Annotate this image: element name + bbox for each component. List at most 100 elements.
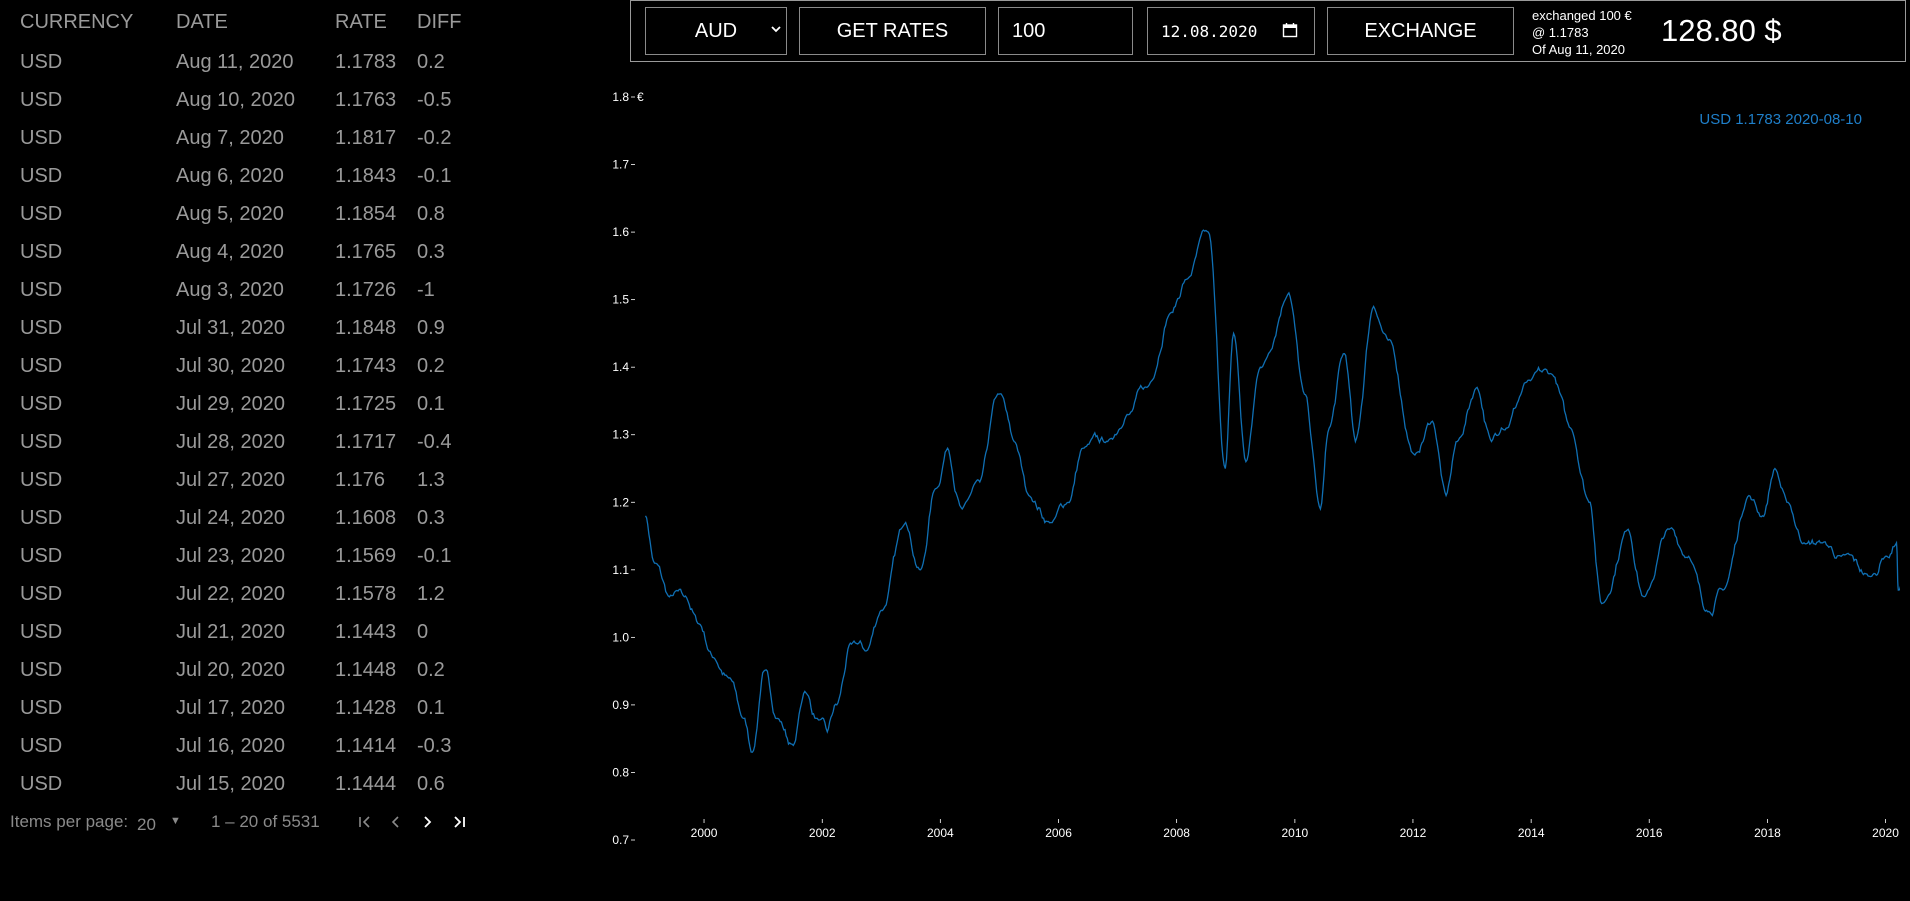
date-input-value: 12.08.2020 bbox=[1161, 21, 1258, 41]
cell-date: Aug 4, 2020 bbox=[176, 240, 284, 263]
cell-diff: 0.2 bbox=[417, 658, 445, 681]
cell-currency: USD bbox=[20, 658, 63, 681]
table-row[interactable]: USD Jul 28, 2020 1.1717 -0.4 bbox=[0, 423, 537, 461]
cell-date: Jul 21, 2020 bbox=[176, 620, 285, 643]
header-date[interactable]: DATE bbox=[176, 10, 228, 33]
cell-currency: USD bbox=[20, 88, 63, 111]
summary-line-amount: exchanged 100 € bbox=[1532, 8, 1632, 23]
header-rate[interactable]: RATE bbox=[335, 10, 387, 33]
series-line-usd bbox=[644, 229, 1900, 753]
cell-diff: 0.8 bbox=[417, 202, 445, 225]
x-tick-label: 2006 bbox=[1045, 826, 1072, 840]
y-tick-label: 0.9 bbox=[612, 698, 629, 712]
y-tick-label: 1.7 bbox=[612, 158, 629, 172]
cell-currency: USD bbox=[20, 468, 63, 491]
cell-currency: USD bbox=[20, 51, 63, 73]
first-page-button[interactable] bbox=[353, 810, 377, 834]
table-row[interactable]: USD Jul 29, 2020 1.1725 0.1 bbox=[0, 385, 537, 423]
x-tick-label: 2012 bbox=[1400, 826, 1427, 840]
table-row[interactable]: USD Aug 10, 2020 1.1763 -0.5 bbox=[0, 81, 537, 119]
table-row[interactable]: USD Jul 20, 2020 1.1448 0.2 bbox=[0, 651, 537, 689]
cell-currency: USD bbox=[20, 430, 63, 453]
previous-page-icon bbox=[391, 816, 399, 828]
x-tick-label: 2018 bbox=[1754, 826, 1781, 840]
cell-date: Jul 15, 2020 bbox=[176, 772, 285, 795]
cell-rate: 1.1765 bbox=[335, 240, 397, 263]
calendar-icon[interactable] bbox=[1282, 22, 1298, 38]
cell-diff: -0.4 bbox=[417, 430, 452, 453]
amount-input[interactable]: 100 bbox=[998, 7, 1133, 55]
table-row[interactable]: USD Jul 23, 2020 1.1569 -0.1 bbox=[0, 537, 537, 575]
cell-date: Jul 27, 2020 bbox=[176, 468, 285, 491]
summary-line-date: Of Aug 11, 2020 bbox=[1532, 42, 1625, 57]
cell-diff: 0.2 bbox=[417, 51, 445, 73]
table-row[interactable]: USD Aug 11, 2020 1.1783 0.2 bbox=[0, 44, 537, 81]
table-row[interactable]: USD Jul 31, 2020 1.1848 0.9 bbox=[0, 309, 537, 347]
cell-diff: 0.1 bbox=[417, 392, 445, 415]
date-input[interactable]: 12.08.2020 bbox=[1147, 7, 1315, 55]
last-page-button[interactable] bbox=[447, 810, 471, 834]
summary-line-rate: @ 1.1783 bbox=[1532, 25, 1589, 40]
cell-currency: USD bbox=[20, 316, 63, 339]
table-row[interactable]: USD Aug 4, 2020 1.1765 0.3 bbox=[0, 233, 537, 271]
x-tick-label: 2020 bbox=[1872, 826, 1899, 840]
header-diff[interactable]: DIFF bbox=[417, 10, 462, 33]
next-page-button[interactable] bbox=[415, 810, 439, 834]
cell-diff: 0.9 bbox=[417, 316, 445, 339]
exchange-summary: exchanged 100 € @ 1.1783 Of Aug 11, 2020 bbox=[1532, 7, 1632, 58]
cell-rate: 1.1817 bbox=[335, 126, 397, 149]
cell-date: Jul 20, 2020 bbox=[176, 658, 285, 681]
cell-date: Jul 22, 2020 bbox=[176, 582, 285, 605]
x-tick-label: 2004 bbox=[927, 826, 954, 840]
previous-page-button[interactable] bbox=[384, 810, 408, 834]
y-tick-label: 1.1 bbox=[612, 563, 629, 577]
cell-rate: 1.1783 bbox=[335, 51, 397, 73]
cell-diff: 0.1 bbox=[417, 696, 445, 719]
chevron-down-icon[interactable]: ▼ bbox=[170, 815, 181, 827]
cell-diff: 0.2 bbox=[417, 354, 445, 377]
cell-date: Aug 6, 2020 bbox=[176, 164, 284, 187]
table-row[interactable]: USD Jul 15, 2020 1.1444 0.6 bbox=[0, 765, 537, 803]
cell-rate: 1.1578 bbox=[335, 582, 397, 605]
cell-diff: 1.2 bbox=[417, 582, 445, 605]
cell-currency: USD bbox=[20, 734, 63, 757]
paginator: Items per page: 20 ▼ 1 – 20 of 5531 bbox=[10, 808, 480, 838]
table-row[interactable]: USD Jul 22, 2020 1.1578 1.2 bbox=[0, 575, 537, 613]
cell-date: Jul 28, 2020 bbox=[176, 430, 285, 453]
table-row[interactable]: USD Jul 24, 2020 1.1608 0.3 bbox=[0, 499, 537, 537]
table-row[interactable]: USD Aug 5, 2020 1.1854 0.8 bbox=[0, 195, 537, 233]
cell-rate: 1.1717 bbox=[335, 430, 397, 453]
cell-currency: USD bbox=[20, 506, 63, 529]
cell-diff: -0.2 bbox=[417, 126, 452, 149]
cell-date: Aug 10, 2020 bbox=[176, 88, 295, 111]
table-row[interactable]: USD Jul 17, 2020 1.1428 0.1 bbox=[0, 689, 537, 727]
cell-diff: -0.1 bbox=[417, 164, 452, 187]
cell-rate: 1.1569 bbox=[335, 544, 397, 567]
rate-history-chart[interactable]: 0.7 0.8 0.9 1.0 1.1 1.2 1.3 1.4 1.5 1.6 1.7 1.8 € 20… bbox=[600, 62, 1900, 862]
cell-currency: USD bbox=[20, 202, 63, 225]
cell-currency: USD bbox=[20, 392, 63, 415]
y-tick-label: 1.5 bbox=[612, 293, 629, 307]
cell-diff: 0 bbox=[417, 620, 429, 643]
cell-diff: 1.3 bbox=[417, 468, 445, 491]
header-currency[interactable]: CURRENCY bbox=[20, 10, 134, 33]
table-row[interactable]: USD Aug 6, 2020 1.1843 -0.1 bbox=[0, 157, 537, 195]
table-row[interactable]: USD Aug 7, 2020 1.1817 -0.2 bbox=[0, 119, 537, 157]
exchange-button[interactable]: EXCHANGE bbox=[1327, 7, 1514, 55]
get-rates-button[interactable]: GET RATES bbox=[799, 7, 986, 55]
x-tick-label: 2000 bbox=[691, 826, 718, 840]
table-row[interactable]: USD Jul 30, 2020 1.1743 0.2 bbox=[0, 347, 537, 385]
x-axis: 2000 2002 2004 2006 2008 2010 2012 2014 2016 2018… bbox=[691, 819, 1899, 840]
cell-currency: USD bbox=[20, 582, 63, 605]
y-tick-label: 1.4 bbox=[612, 360, 629, 374]
table-row[interactable]: USD Jul 27, 2020 1.176 1.3 bbox=[0, 461, 537, 499]
cell-diff: 0.6 bbox=[417, 772, 445, 795]
table-row[interactable]: USD Jul 21, 2020 1.1443 0 bbox=[0, 613, 537, 651]
table-row[interactable]: USD Aug 3, 2020 1.1726 -1 bbox=[0, 271, 537, 309]
cell-diff: -0.3 bbox=[417, 734, 452, 757]
items-per-page-select[interactable]: 20 bbox=[137, 815, 156, 834]
cell-rate: 1.1848 bbox=[335, 316, 397, 339]
y-tick-label: 1.3 bbox=[612, 428, 629, 442]
currency-select[interactable]: AUD bbox=[645, 7, 787, 55]
table-row[interactable]: USD Jul 16, 2020 1.1414 -0.3 bbox=[0, 727, 537, 765]
